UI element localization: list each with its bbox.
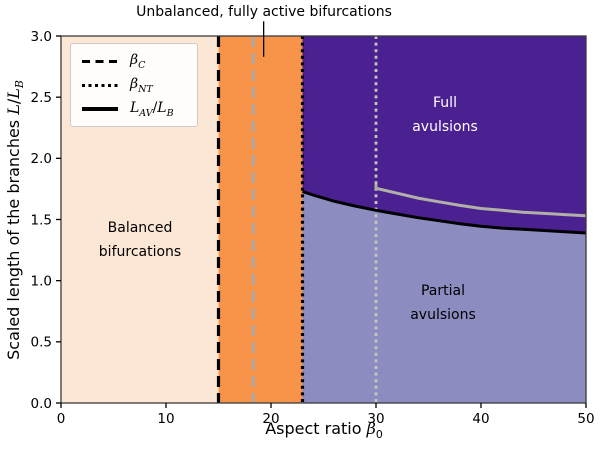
curve-lav-boundary (302, 189, 587, 235)
x-tick-label-50: 50 (577, 411, 594, 427)
y-tick-label-0.5: 0.5 (31, 335, 52, 351)
legend-entry-beta-c: βC (82, 52, 186, 70)
region-full-avulsions (302, 36, 586, 233)
legend-entry-beta-nt: βNT (82, 76, 186, 94)
x-tick-label-30: 30 (367, 411, 384, 427)
dashed-line-sample-icon (82, 59, 118, 63)
y-tick-label-0.0: 0.0 (31, 396, 52, 412)
legend-label-beta-nt: βNT (130, 75, 153, 95)
legend-label-beta-c: βC (130, 51, 146, 71)
y-tick-label-1.5: 1.5 (31, 212, 52, 228)
y-tick-label-2.0: 2.0 (31, 151, 52, 167)
legend-entry-lav-lb: LAV/LB (82, 100, 186, 118)
region-unbalanced-fully-active (218, 36, 303, 403)
annotation-title: Unbalanced, fully active bifurcations (136, 4, 392, 20)
x-tick-label-40: 40 (472, 411, 489, 427)
y-tick-label-1.0: 1.0 (31, 273, 52, 289)
y-tick-label-3.0: 3.0 (31, 29, 52, 45)
region-label-balanced-bifurcations: Balanced bifurcations (98, 220, 182, 260)
curve-gray-comparison (374, 184, 587, 218)
x-axis-label: Aspect ratio β0 (265, 419, 383, 442)
x-tick-label-20: 20 (262, 411, 279, 427)
y-axis-label: Scaled length of the branches L/LB (3, 80, 27, 360)
legend-box: βC βNT LAV/LB (70, 43, 198, 127)
legend-label-lav-lb: LAV/LB (130, 99, 174, 119)
dotted-line-sample-icon (82, 83, 118, 87)
solid-line-sample-icon (82, 107, 118, 111)
x-tick-label-0: 0 (57, 411, 66, 427)
region-label-partial-avulsions: Partial avulsions (410, 283, 476, 323)
y-tick-label-2.5: 2.5 (31, 90, 52, 106)
x-tick-label-10: 10 (157, 411, 174, 427)
region-label-full-avulsions: Full avulsions (412, 95, 478, 135)
